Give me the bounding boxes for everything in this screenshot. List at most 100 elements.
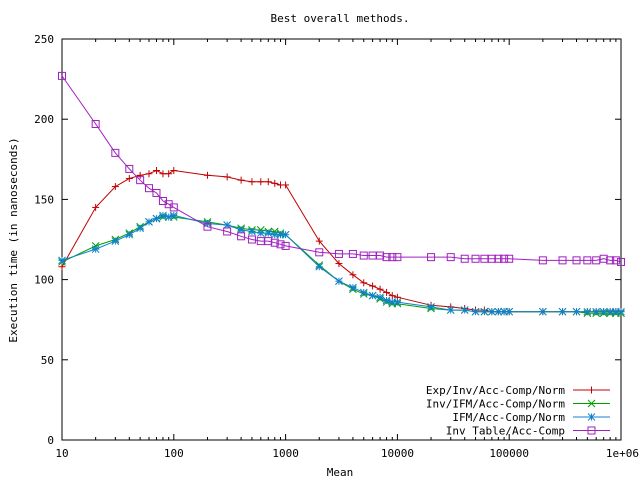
marker-stroke <box>368 291 377 300</box>
marker-stroke <box>223 221 231 229</box>
x-tick-label: 1e+06 <box>606 447 639 460</box>
marker-stroke <box>237 226 245 234</box>
marker-stroke <box>592 307 601 316</box>
data-point <box>264 178 272 186</box>
data-point <box>376 251 385 260</box>
marker-square <box>538 256 547 265</box>
x-axis-label: Mean <box>327 466 354 479</box>
marker-square <box>223 227 232 236</box>
data-point <box>611 256 620 265</box>
data-point <box>538 256 547 265</box>
marker-stroke <box>460 306 469 314</box>
data-point <box>136 171 144 179</box>
data-point <box>169 203 178 212</box>
marker-stroke <box>91 245 100 253</box>
data-point <box>558 307 567 316</box>
y-tick-label: 250 <box>34 33 54 46</box>
series-layer <box>58 71 625 318</box>
data-point <box>203 222 212 231</box>
data-point <box>471 254 480 263</box>
data-point <box>349 283 357 292</box>
marker-stroke <box>382 296 391 305</box>
marker-square <box>460 254 469 263</box>
marker-square <box>500 254 509 263</box>
marker-square <box>276 240 285 249</box>
data-point <box>382 296 391 305</box>
data-point <box>276 240 285 249</box>
marker-square <box>334 249 343 258</box>
data-point <box>257 178 265 186</box>
data-point <box>446 306 455 314</box>
marker-square <box>348 249 357 258</box>
marker-stroke <box>494 307 503 316</box>
data-point <box>335 260 343 268</box>
data-point <box>583 256 592 265</box>
data-point <box>111 237 120 245</box>
data-point <box>500 254 509 263</box>
marker-stroke <box>136 224 144 233</box>
marker-square <box>237 232 246 241</box>
chart-title: Best overall methods. <box>270 12 409 25</box>
legend-label: IFM/Acc-Comp/Norm <box>452 411 565 424</box>
data-point <box>248 227 256 236</box>
marker-stroke <box>599 307 608 316</box>
marker-square <box>572 256 581 265</box>
data-point <box>587 426 596 435</box>
data-point <box>111 148 120 157</box>
marker-square <box>558 256 567 265</box>
marker-square <box>125 164 134 173</box>
marker-square <box>264 237 273 246</box>
marker-square <box>152 188 161 197</box>
data-point <box>145 218 153 226</box>
marker-stroke <box>169 211 178 220</box>
data-point <box>393 253 402 262</box>
marker-stroke <box>572 307 581 316</box>
data-point <box>136 224 144 233</box>
data-point <box>125 175 133 183</box>
marker-square <box>587 426 596 435</box>
y-tick-label: 200 <box>34 113 54 126</box>
marker-square <box>359 251 368 260</box>
marker-stroke <box>256 229 265 237</box>
legend-label: Inv Table/Acc-Comp <box>446 425 565 438</box>
data-point <box>248 178 256 186</box>
data-point <box>376 285 384 293</box>
series-4 <box>58 71 625 266</box>
y-tick-label: 150 <box>34 193 54 206</box>
data-point <box>494 254 503 263</box>
marker-square <box>111 148 120 157</box>
marker-stroke <box>270 230 279 239</box>
marker-square <box>91 120 100 129</box>
marker-stroke <box>159 211 167 220</box>
plot-frame <box>61 38 622 441</box>
marker-stroke <box>427 303 435 311</box>
data-point <box>144 184 153 193</box>
data-point <box>223 227 232 236</box>
data-point <box>152 214 161 223</box>
data-point <box>599 254 608 263</box>
data-point <box>282 181 290 189</box>
data-point <box>393 298 402 306</box>
data-point <box>587 413 596 421</box>
x-tick-label: 1000 <box>272 447 299 460</box>
data-point <box>583 307 592 316</box>
marker-square <box>136 176 145 185</box>
data-point <box>203 171 211 179</box>
data-point <box>92 203 100 211</box>
marker-stroke <box>152 214 161 223</box>
data-point <box>223 173 231 181</box>
marker-stroke <box>281 230 290 239</box>
data-point <box>237 176 245 184</box>
marker-stroke <box>587 413 596 421</box>
marker-stroke <box>505 307 514 316</box>
marker-square <box>487 254 496 263</box>
marker-square <box>599 254 608 263</box>
data-point <box>315 262 324 271</box>
marker-square <box>393 253 402 262</box>
data-point <box>487 254 496 263</box>
data-point <box>505 307 514 316</box>
data-point <box>91 245 100 253</box>
data-point <box>572 307 581 316</box>
data-point <box>360 279 368 287</box>
